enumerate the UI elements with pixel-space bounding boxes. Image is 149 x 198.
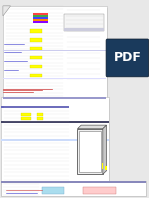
Bar bbox=[30, 65, 42, 68]
Bar bbox=[1, 181, 146, 196]
Bar bbox=[33, 13, 48, 15]
Bar bbox=[1, 139, 109, 141]
Bar bbox=[21, 117, 31, 120]
Bar bbox=[4, 8, 108, 101]
Bar bbox=[30, 74, 42, 77]
Polygon shape bbox=[3, 6, 10, 16]
Polygon shape bbox=[77, 125, 107, 129]
Bar bbox=[30, 56, 42, 59]
Bar bbox=[3, 99, 110, 186]
FancyBboxPatch shape bbox=[106, 39, 149, 77]
Bar bbox=[30, 38, 42, 42]
Bar bbox=[37, 117, 43, 120]
Bar bbox=[3, 50, 106, 51]
Bar bbox=[79, 131, 101, 172]
Bar bbox=[102, 163, 103, 169]
Text: PDF: PDF bbox=[113, 51, 141, 64]
Polygon shape bbox=[3, 6, 10, 16]
Bar bbox=[1, 121, 109, 123]
Polygon shape bbox=[103, 125, 107, 174]
Bar bbox=[3, 97, 106, 99]
Bar bbox=[30, 29, 42, 33]
Bar bbox=[64, 28, 104, 31]
Bar bbox=[1, 181, 146, 183]
Bar bbox=[1, 106, 69, 108]
Bar bbox=[33, 17, 48, 19]
Bar bbox=[64, 14, 104, 31]
Bar bbox=[42, 187, 64, 194]
Bar bbox=[3, 78, 106, 79]
Bar bbox=[77, 129, 103, 174]
Bar bbox=[37, 113, 43, 116]
Bar bbox=[33, 21, 48, 23]
Bar bbox=[3, 6, 107, 99]
Bar bbox=[83, 187, 116, 194]
Bar bbox=[30, 47, 42, 50]
Bar bbox=[33, 15, 48, 17]
Bar bbox=[33, 19, 48, 21]
Bar bbox=[1, 97, 109, 184]
Bar bbox=[105, 166, 107, 170]
Bar bbox=[21, 113, 31, 116]
